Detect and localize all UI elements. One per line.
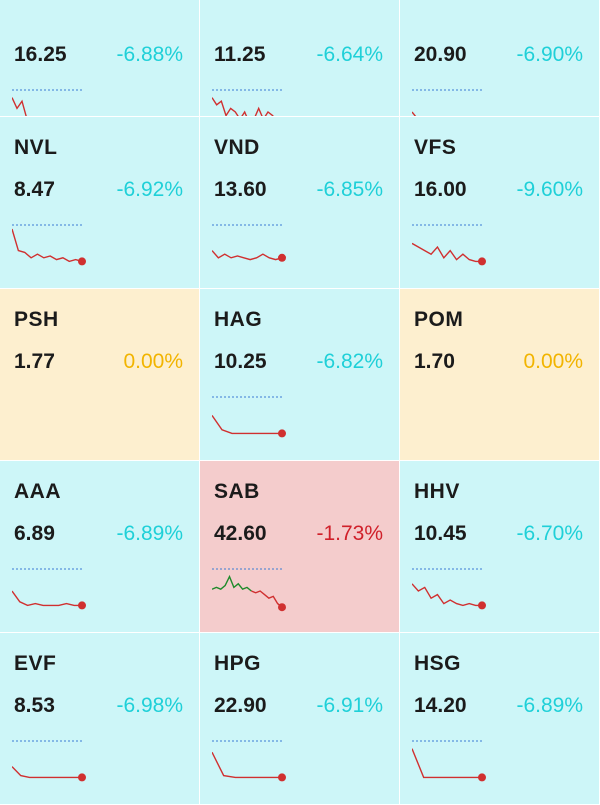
stock-tile-vnd[interactable]: VND 13.60 -6.85% [200,117,400,289]
stock-price: 1.77 [14,350,55,373]
stock-tile-hag[interactable]: HAG 10.25 -6.82% [200,289,400,461]
stock-tile-sab[interactable]: SAB 42.60 -1.73% [200,461,400,633]
stock-price: 1.70 [414,350,455,373]
stock-price: 11.25 [214,43,266,66]
sparkline-path [412,748,482,779]
stock-tile-row0-0[interactable]: 16.25 -6.88% [0,0,200,117]
stock-change-percent: 0.00% [123,350,183,373]
sparkline-last-point [78,601,86,610]
stock-price: 14.20 [414,694,467,717]
stock-change-percent: -6.64% [316,43,383,66]
stock-symbol: HPG [214,652,262,675]
sparkline [12,224,86,266]
stock-tile-psh[interactable]: PSH 1.77 0.00% [0,289,200,461]
stock-price: 6.89 [14,522,55,545]
stock-tile-evf[interactable]: EVF 8.53 -6.98% [0,633,200,805]
stock-change-percent: -6.92% [116,178,183,201]
stock-price: 42.60 [214,522,267,545]
stock-change-percent: -6.85% [316,178,383,201]
sparkline [12,568,86,610]
sparkline [212,224,286,262]
stock-change-percent: -1.73% [316,522,383,545]
stock-tile-hsg[interactable]: HSG 14.20 -6.89% [400,633,600,805]
stock-change-percent: -6.90% [516,43,583,66]
stock-symbol: PSH [14,308,59,331]
stock-tile-aaa[interactable]: AAA 6.89 -6.89% [0,461,200,633]
stock-symbol: HSG [414,652,462,675]
stock-change-percent: -6.82% [316,350,383,373]
sparkline [412,89,482,116]
sparkline [212,396,286,438]
sparkline-last-point [78,773,86,782]
stock-symbol: SAB [214,480,260,503]
stock-change-percent: 0.00% [523,350,583,373]
sparkline-last-point [478,773,486,782]
stock-tile-row0-2[interactable]: 20.90 -6.90% [400,0,600,117]
stock-price: 16.25 [14,43,67,66]
stock-symbol: POM [414,308,464,331]
sparkline-path [212,415,282,435]
sparkline-down-segment [251,590,283,608]
sparkline-path [412,583,482,607]
stock-price: 8.47 [14,178,55,201]
stock-price: 13.60 [214,178,267,201]
stock-change-percent: -6.89% [516,694,583,717]
stock-change-percent: -6.70% [516,522,583,545]
sparkline-last-point [278,603,286,612]
sparkline-last-point [278,429,286,438]
sparkline [412,568,486,610]
sparkline-path [12,590,82,607]
sparkline [212,740,286,782]
stock-price: 22.90 [214,694,267,717]
stock-price: 10.25 [214,350,267,373]
stock-symbol: VND [214,136,260,159]
stock-symbol: AAA [14,480,61,503]
stock-symbol: NVL [14,136,58,159]
sparkline [12,89,82,116]
stock-symbol: EVF [14,652,57,675]
stock-tile-hhv[interactable]: HHV 10.45 -6.70% [400,461,600,633]
sparkline-last-point [478,257,486,266]
stock-tile-nvl[interactable]: NVL 8.47 -6.92% [0,117,200,289]
stock-tile-vfs[interactable]: VFS 16.00 -9.60% [400,117,600,289]
stock-symbol: VFS [414,136,457,159]
sparkline-last-point [478,601,486,610]
sparkline-last-point [278,253,286,262]
sparkline-path [12,97,27,116]
sparkline-up-segment [212,574,252,592]
stock-change-percent: -6.91% [316,694,383,717]
sparkline [412,740,486,782]
sparkline [212,89,282,116]
stock-change-percent: -9.60% [516,178,583,201]
stock-symbol: HAG [214,308,263,331]
sparkline [12,740,86,782]
sparkline-path [412,242,482,263]
sparkline-last-point [78,257,86,266]
sparkline [212,568,286,612]
stock-tile-pom[interactable]: POM 1.70 0.00% [400,289,600,461]
sparkline-path [212,250,283,261]
sparkline-last-point [278,773,286,782]
stock-change-percent: -6.98% [116,694,183,717]
stock-price: 8.53 [14,694,55,717]
sparkline-path [212,751,282,779]
stock-symbol: HHV [414,480,460,503]
sparkline-path [12,228,83,263]
sparkline-path [212,97,274,116]
stock-price: 20.90 [414,43,467,66]
stock-change-percent: -6.89% [116,522,183,545]
stock-price: 16.00 [414,178,467,201]
stock-tile-row0-1[interactable]: 11.25 -6.64% [200,0,400,117]
sparkline [412,224,486,266]
stock-change-percent: -6.88% [116,43,183,66]
sparkline-path [12,766,82,779]
stock-tile-hpg[interactable]: HPG 22.90 -6.91% [200,633,400,805]
stock-price: 10.45 [414,522,467,545]
